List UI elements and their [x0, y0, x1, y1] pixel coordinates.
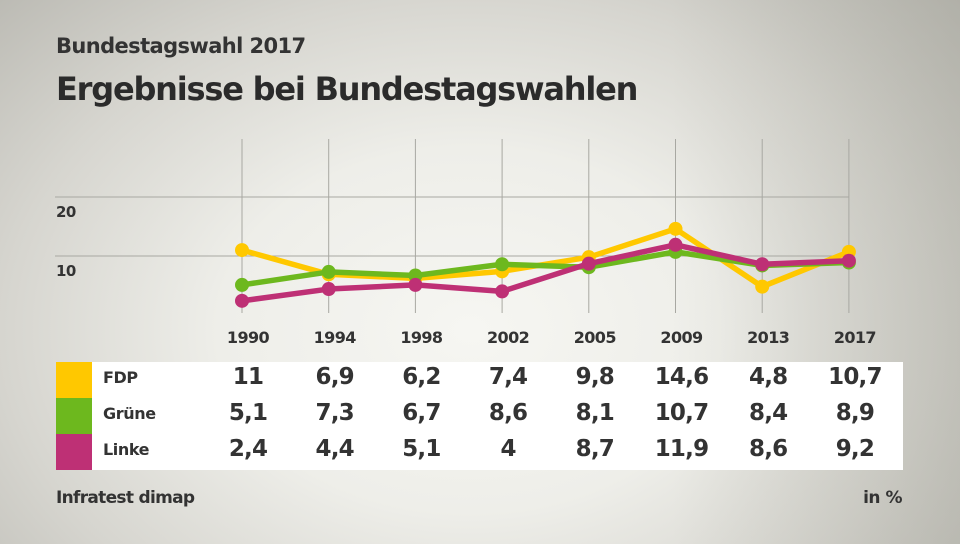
data-point: [495, 284, 510, 299]
data-label: 2,4: [228, 436, 268, 462]
series-linke: [235, 237, 856, 308]
series-line: [239, 242, 852, 304]
party-name: Grüne: [103, 404, 156, 423]
table-row: Grüne 5,1 7,3 6,7 8,6 8,1 10,7 8,4 8,9: [56, 398, 903, 434]
x-tick-label: 2002: [487, 328, 529, 347]
y-tick-label: 10: [56, 262, 76, 280]
data-label: 8,6: [488, 400, 528, 426]
data-label: 7,3: [315, 400, 355, 426]
data-label: 9,2: [835, 436, 875, 462]
values-table: FDP 11 6,9 6,2 7,4 9,8 14,6 4,8 10,7 Grüne 5,1 7,3 6…: [56, 362, 903, 470]
series-group: [235, 221, 856, 308]
legend-swatch: [56, 362, 92, 398]
chart-kicker: Bundestagswahl 2017: [56, 34, 306, 58]
data-label: 6,9: [315, 364, 355, 390]
data-point: [235, 243, 249, 258]
party-name: FDP: [103, 368, 138, 387]
data-label: 8,4: [749, 400, 788, 426]
party-name: Linke: [103, 440, 150, 459]
x-tick-label: 2013: [747, 328, 789, 347]
data-point: [495, 257, 510, 272]
legend-swatch: [56, 434, 92, 470]
x-tick-label: 2005: [574, 328, 617, 347]
legend-swatch: [56, 398, 92, 434]
data-label: 10,7: [654, 400, 709, 426]
data-label: 10,7: [828, 364, 882, 390]
data-label: 5,1: [402, 436, 441, 462]
data-point: [408, 277, 423, 292]
data-point: [235, 293, 249, 308]
x-tick-label: 1998: [400, 328, 443, 347]
data-point: [321, 264, 336, 279]
grid: [55, 139, 850, 313]
data-point: [581, 256, 596, 271]
chart-title: Ergebnisse bei Bundestagswahlen: [56, 70, 638, 108]
table-row: Linke 2,4 4,4 5,1 4 8,7 11,9 8,6 9,2: [56, 434, 903, 470]
data-label: 5,1: [228, 400, 268, 426]
data-point: [668, 237, 683, 252]
x-axis-ticks: 1990 1994 1998 2002 2005 2009 2013 2017: [227, 328, 877, 347]
data-label: 8,1: [575, 400, 615, 426]
x-tick-label: 2009: [660, 328, 703, 347]
source-label: Infratest dimap: [56, 488, 195, 508]
data-label: 8,6: [749, 436, 788, 462]
data-label: 8,7: [575, 436, 615, 462]
x-tick-label: 1990: [227, 328, 270, 347]
data-label: 4: [500, 436, 516, 462]
data-label: 7,4: [488, 364, 528, 390]
data-label: 11,9: [654, 436, 709, 462]
line-chart: 10 20 1990 1994 1998 2002 2005 2009 2013 2017: [55, 139, 877, 347]
data-point: [755, 279, 770, 294]
data-label: 4,8: [749, 364, 788, 390]
x-tick-label: 1994: [314, 328, 357, 347]
data-label: 6,2: [402, 364, 441, 390]
data-label: 9,8: [575, 364, 615, 390]
data-label: 11: [232, 364, 264, 390]
data-label: 8,9: [835, 400, 875, 426]
y-axis-ticks: 10 20: [56, 203, 76, 280]
y-tick-label: 20: [56, 203, 76, 221]
data-label: 4,4: [315, 436, 355, 462]
data-point: [841, 253, 856, 268]
data-point: [235, 277, 249, 292]
x-tick-label: 2017: [834, 328, 876, 347]
data-point: [321, 282, 336, 297]
data-label: 6,7: [402, 400, 441, 426]
unit-label: in %: [863, 488, 902, 508]
table-row: FDP 11 6,9 6,2 7,4 9,8 14,6 4,8 10,7: [56, 362, 903, 398]
data-label: 14,6: [654, 364, 709, 390]
data-point: [755, 257, 770, 272]
data-point: [668, 221, 683, 236]
